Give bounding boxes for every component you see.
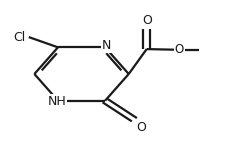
Text: O: O [136,121,146,134]
Text: O: O [174,43,183,56]
Text: NH: NH [47,95,66,108]
Text: O: O [141,14,151,27]
Text: N: N [101,39,110,52]
Text: Cl: Cl [13,31,25,44]
